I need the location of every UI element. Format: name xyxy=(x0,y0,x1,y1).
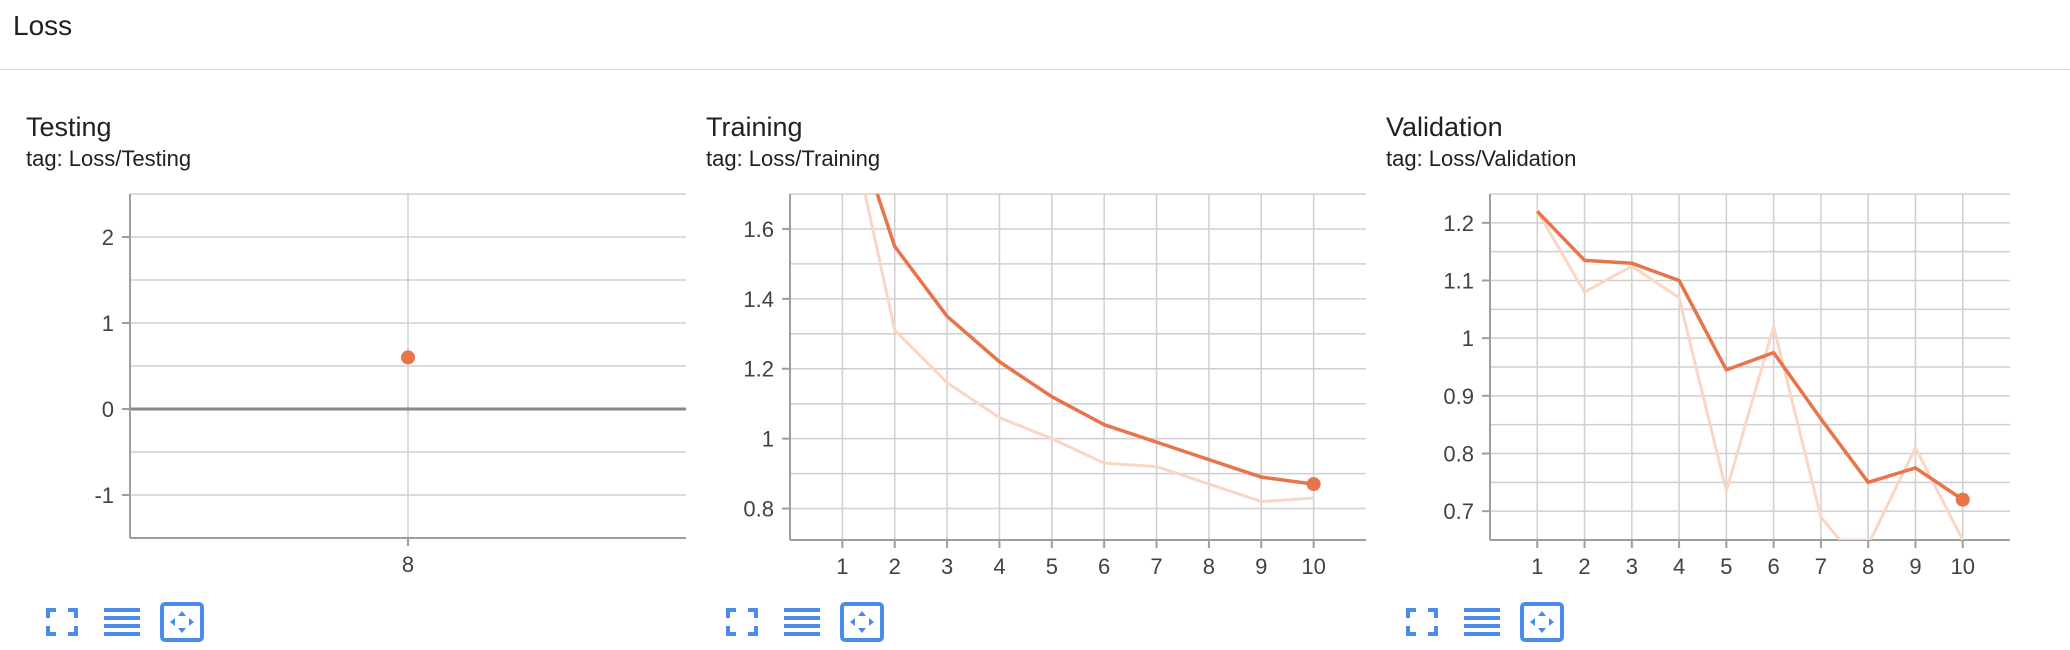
y-tick-label: 1.2 xyxy=(1443,211,1474,236)
data-point xyxy=(1955,492,1970,507)
data-table-button[interactable] xyxy=(780,602,824,642)
card-training: Training tag: Loss/Training 0.8 1 1.2 1.4 1.… xyxy=(706,100,1386,650)
y-tick-label: 0.9 xyxy=(1443,384,1474,409)
series-group xyxy=(1535,210,1965,540)
x-tick-label: 5 xyxy=(1720,554,1732,579)
fit-domain-button[interactable] xyxy=(160,602,204,642)
y-tick-label: 1.1 xyxy=(1443,269,1474,294)
y-tick-label: 1.4 xyxy=(743,287,774,312)
x-tick-label: 6 xyxy=(1098,554,1110,579)
fullscreen-icon xyxy=(1406,608,1438,636)
x-tick-label: 7 xyxy=(1815,554,1827,579)
x-tick-label: 9 xyxy=(1255,554,1267,579)
x-tick-label: 5 xyxy=(1046,554,1058,579)
fullscreen-button[interactable] xyxy=(40,602,84,642)
chart-training[interactable]: 0.8 1 1.2 1.4 1.6 1 2 3 4 5 6 7 8 9 10 xyxy=(706,178,1366,579)
fit-domain-icon xyxy=(840,602,884,642)
x-tick-label: 1 xyxy=(1531,554,1543,579)
fit-domain-icon xyxy=(1520,602,1564,642)
y-tick-label: 0.8 xyxy=(743,497,774,522)
fullscreen-button[interactable] xyxy=(720,602,764,642)
y-tick-label: 1.2 xyxy=(743,357,774,382)
y-tick-label: 0.7 xyxy=(1443,499,1474,524)
card-tag: tag: Loss/Testing xyxy=(26,146,192,171)
x-tick-label: 10 xyxy=(1301,554,1325,579)
chart-testing[interactable]: -1 0 1 2 8 xyxy=(26,178,686,578)
fullscreen-button[interactable] xyxy=(1400,602,1444,642)
x-tick-label: 3 xyxy=(941,554,953,579)
x-tick-label: 3 xyxy=(1626,554,1638,579)
card-tag: tag: Loss/Training xyxy=(706,146,881,171)
y-tick-label: -1 xyxy=(94,483,114,508)
card-title: Validation xyxy=(1386,112,1503,142)
x-tick-label: 1 xyxy=(836,554,848,579)
x-tick-label: 7 xyxy=(1150,554,1162,579)
raw-series-line xyxy=(1535,210,1965,540)
smoothed-series-line xyxy=(1536,210,1964,502)
fit-domain-button[interactable] xyxy=(840,602,884,642)
x-tick-label: 10 xyxy=(1950,554,1974,579)
chart-validation[interactable]: 0.7 0.8 0.9 1 1.1 1.2 1 2 3 4 5 6 7 8 9 10 xyxy=(1386,178,2046,579)
data-table-icon xyxy=(784,608,820,636)
card-title: Testing xyxy=(26,112,112,142)
y-tick-label: 1 xyxy=(762,427,774,452)
section-title: Loss xyxy=(13,10,73,41)
y-tick-label: 1 xyxy=(1462,326,1474,351)
y-tick-label: 0 xyxy=(102,397,114,422)
data-table-button[interactable] xyxy=(1460,602,1504,642)
series-group xyxy=(863,194,1314,504)
smoothed-series-line xyxy=(875,194,1314,486)
data-point xyxy=(1306,477,1321,492)
x-tick-label: 8 xyxy=(402,552,414,577)
data-point xyxy=(401,350,415,365)
card-validation: Validation tag: Loss/Validation 0.7 0.8 0.… xyxy=(1386,100,2066,650)
fit-domain-button[interactable] xyxy=(1520,602,1564,642)
card-title: Training xyxy=(706,112,803,142)
y-tick-label: 0.8 xyxy=(1443,442,1474,467)
y-tick-label: 1.6 xyxy=(743,217,774,242)
fullscreen-icon xyxy=(726,608,758,636)
data-table-icon xyxy=(1464,608,1500,636)
x-tick-label: 2 xyxy=(889,554,901,579)
x-tick-label: 8 xyxy=(1862,554,1874,579)
y-tick-label: 2 xyxy=(102,225,114,250)
x-tick-label: 2 xyxy=(1578,554,1590,579)
x-tick-label: 9 xyxy=(1909,554,1921,579)
card-tag: tag: Loss/Validation xyxy=(1386,146,1577,171)
fit-domain-icon xyxy=(160,602,204,642)
section-header: Loss xyxy=(0,0,2070,70)
card-testing: Testing tag: Loss/Testing -1 0 1 2 8 xyxy=(26,100,706,650)
raw-series-line xyxy=(863,194,1314,504)
x-tick-label: 8 xyxy=(1203,554,1215,579)
data-table-button[interactable] xyxy=(100,602,144,642)
x-tick-label: 4 xyxy=(1673,554,1685,579)
y-tick-label: 1 xyxy=(102,311,114,336)
fullscreen-icon xyxy=(46,608,78,636)
x-tick-label: 6 xyxy=(1768,554,1780,579)
x-tick-label: 4 xyxy=(993,554,1005,579)
data-table-icon xyxy=(104,608,140,636)
